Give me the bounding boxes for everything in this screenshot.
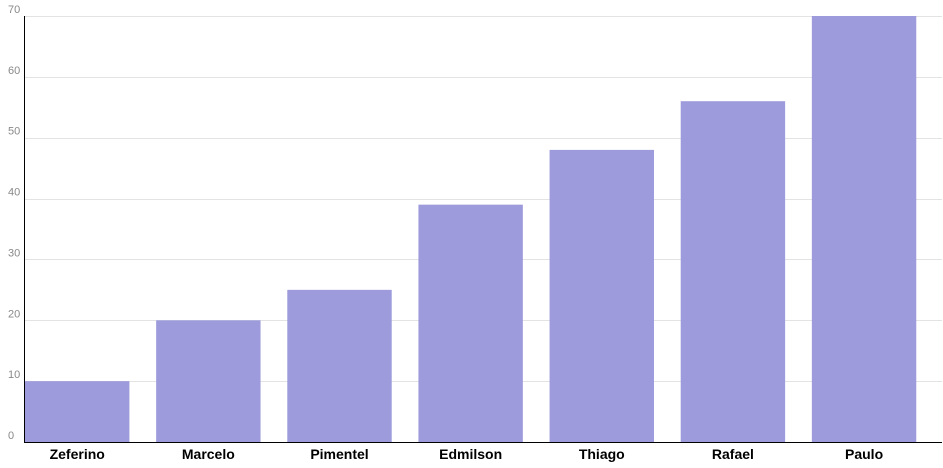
bars [25,16,917,442]
x-category-labels: Zeferino Marcelo Pimentel Edmilson Thiago Raf… [50,446,884,462]
bar-marcelo [156,320,261,442]
y-tick-label: 70 [8,4,20,16]
y-tick-label: 60 [8,65,20,77]
x-category-label: Thiago [579,446,625,462]
y-tick-label: 50 [8,126,20,138]
y-tick-labels: 0 10 20 30 40 50 60 70 [8,4,20,442]
y-tick-label: 10 [8,369,20,381]
y-tick-label: 30 [8,247,20,259]
y-tick-label: 40 [8,187,20,199]
axes [24,16,942,443]
bar-zeferino [25,381,130,442]
bar-rafael [680,101,786,442]
bar-paulo [811,16,917,442]
x-category-label: Pimentel [310,446,368,462]
bar-thiago [549,149,654,442]
x-category-label: Marcelo [182,446,235,462]
x-category-label: Paulo [845,446,883,462]
bar-edmilson [418,204,523,442]
bar-pimentel [287,289,392,442]
x-category-label: Zeferino [50,446,105,462]
x-category-label: Edmilson [439,446,502,462]
y-tick-label: 0 [8,430,14,442]
y-tick-label: 20 [8,308,20,320]
x-category-label: Rafael [712,446,754,462]
